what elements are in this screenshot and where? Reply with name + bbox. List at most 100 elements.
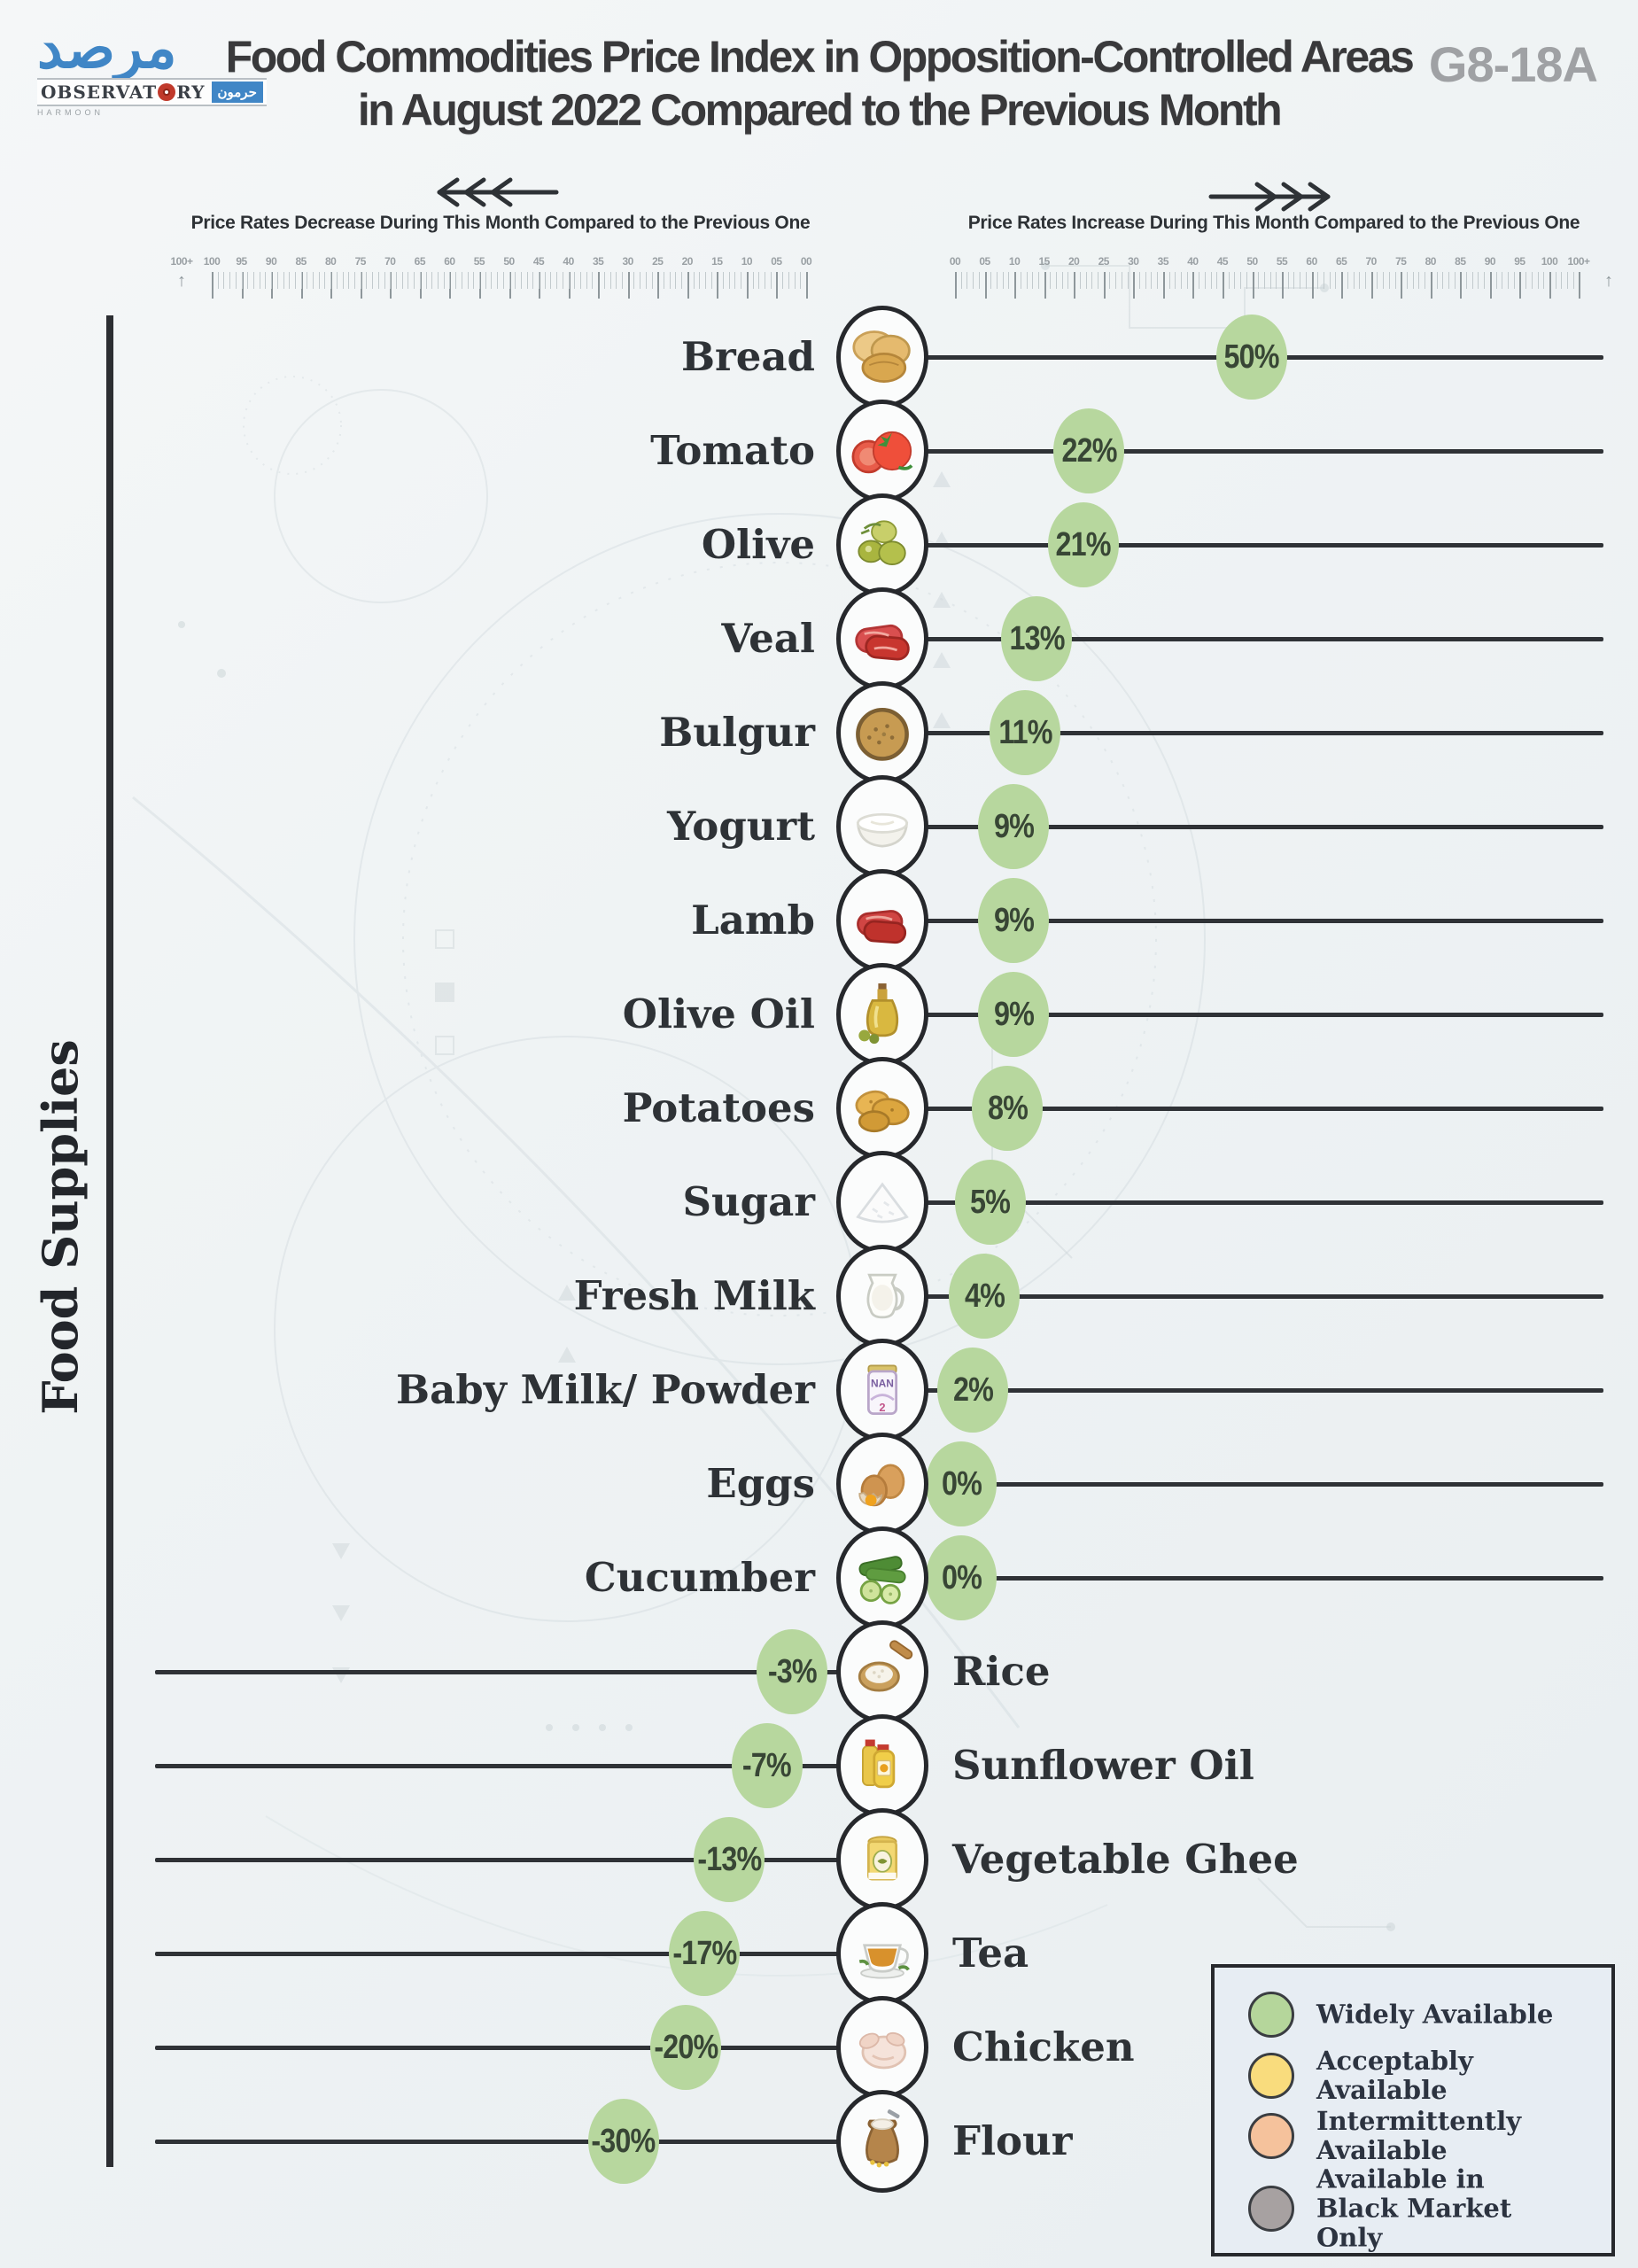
ruler-minor-tick xyxy=(354,272,356,289)
ruler-minor-tick xyxy=(1175,272,1176,289)
ruler-minor-tick xyxy=(348,272,350,289)
increase-axis-label: Price Rates Increase During This Month C… xyxy=(967,213,1580,233)
ruler-minor-tick xyxy=(1567,272,1569,289)
page-title-line1: Food Commodities Price Index in Oppositi… xyxy=(225,32,1415,82)
legend-label: Acceptably Available xyxy=(1316,2046,1473,2105)
ruler-tick-label: 45 xyxy=(532,255,545,268)
legend-label: Widely Available xyxy=(1316,1999,1554,2030)
fresh-milk-icon xyxy=(836,1245,928,1348)
pct-value: 0% xyxy=(941,1464,982,1503)
ruler-minor-tick xyxy=(289,272,291,289)
ruler-minor-tick xyxy=(1008,272,1010,289)
bread-icon xyxy=(836,306,928,408)
ruler-tick-label: 80 xyxy=(325,255,337,268)
y-axis-line xyxy=(106,315,113,2167)
ruler-minor-tick xyxy=(235,272,237,289)
connector-line xyxy=(923,1293,1603,1299)
widely-available-swatch xyxy=(1248,1992,1294,2038)
pct-badge: 9% xyxy=(978,784,1050,869)
pct-badge: 11% xyxy=(990,690,1061,775)
svg-text:NAN: NAN xyxy=(871,1377,894,1389)
ruler-minor-tick xyxy=(973,272,974,289)
connector-line xyxy=(155,1857,842,1862)
ruler-minor-tick xyxy=(294,272,296,289)
ruler-major-tick xyxy=(1252,272,1254,299)
ruler-major-tick xyxy=(687,272,689,299)
black-market-swatch xyxy=(1248,2186,1294,2232)
ruler-tick-label: 35 xyxy=(1157,255,1169,268)
commodity-label: Eggs xyxy=(706,1460,815,1507)
ruler-minor-tick xyxy=(485,272,486,289)
intermittently-available-swatch xyxy=(1248,2113,1294,2159)
commodity-label: Baby Milk/ Powder xyxy=(396,1366,815,1413)
pct-value: 22% xyxy=(1061,431,1117,470)
ruler-minor-tick xyxy=(1204,272,1206,289)
ruler-major-tick xyxy=(241,272,244,299)
ruler-minor-tick xyxy=(710,272,712,289)
ruler-major-tick xyxy=(1311,272,1314,299)
ruler-minor-tick xyxy=(313,272,314,289)
ruler-minor-tick xyxy=(580,272,582,289)
ruler-major-tick xyxy=(1489,272,1492,299)
ruler-minor-tick xyxy=(675,272,677,289)
ruler-tick-label: 10 xyxy=(741,255,753,268)
ruler-minor-tick xyxy=(539,272,540,289)
ruler-minor-tick xyxy=(1531,272,1533,289)
connector-line xyxy=(923,542,1603,548)
commodity-label: Rice xyxy=(952,1648,1051,1695)
ruler-minor-tick xyxy=(247,272,249,289)
connector-line xyxy=(155,2139,842,2144)
ruler-tick-label: 90 xyxy=(1484,255,1496,268)
rice-icon xyxy=(836,1620,928,1723)
pct-value: 9% xyxy=(993,995,1035,1033)
pct-value: 8% xyxy=(987,1089,1029,1127)
ruler-minor-tick xyxy=(252,272,254,289)
ruler-minor-tick xyxy=(758,272,760,289)
ruler-tick-label: 70 xyxy=(384,255,396,268)
ruler-minor-tick xyxy=(1228,272,1230,289)
ruler-minor-tick xyxy=(1543,272,1545,289)
ruler-tick-label: 100 xyxy=(1541,255,1558,268)
ruler-minor-tick xyxy=(1234,272,1236,289)
ruler-minor-tick xyxy=(1353,272,1355,289)
ruler-minor-tick xyxy=(1067,272,1069,289)
ruler-major-tick xyxy=(1519,272,1522,299)
pct-value: -3% xyxy=(767,1652,817,1690)
ruler-minor-tick xyxy=(425,272,427,289)
ruler-minor-tick xyxy=(1329,272,1331,289)
connector-line xyxy=(923,1481,1603,1487)
ruler-major-tick xyxy=(1282,272,1285,299)
ruler-minor-tick xyxy=(645,272,647,289)
commodity-label: Sunflower Oil xyxy=(952,1742,1254,1789)
ruler-major-tick xyxy=(300,272,303,299)
ruler-minor-tick xyxy=(568,272,570,289)
commodity-label: Bread xyxy=(681,333,815,380)
ruler-minor-tick xyxy=(1478,272,1479,289)
ruler-minor-tick xyxy=(508,272,510,289)
ruler-minor-tick xyxy=(336,272,338,289)
ruler-minor-tick xyxy=(390,272,392,289)
pct-badge: 8% xyxy=(972,1066,1044,1151)
ruler-minor-tick xyxy=(437,272,439,289)
ruler-major-tick xyxy=(984,272,987,299)
pct-badge: -3% xyxy=(756,1629,827,1714)
ruler-tick-label: 15 xyxy=(1038,255,1050,268)
ruler-tick-label: 55 xyxy=(1276,255,1288,268)
logo-observatory-left: OBSERVAT xyxy=(41,82,158,103)
commodity-label: Potatoes xyxy=(622,1084,815,1131)
ruler-minor-tick xyxy=(1572,272,1574,289)
ruler-minor-tick xyxy=(651,272,653,289)
ruler-minor-tick xyxy=(265,272,267,289)
ruler-major-tick xyxy=(1549,272,1551,299)
ruler-minor-tick xyxy=(497,272,499,289)
ruler-minor-tick xyxy=(1412,272,1414,289)
ruler-minor-tick xyxy=(300,272,302,289)
commodity-label: Chicken xyxy=(952,2023,1135,2070)
connector-line xyxy=(923,730,1603,735)
ruler-minor-tick xyxy=(520,272,522,289)
ruler-major-tick xyxy=(449,272,452,299)
ruler-minor-tick xyxy=(1258,272,1260,289)
ruler-tick-label: 55 xyxy=(473,255,485,268)
page-title-line2: in August 2022 Compared to the Previous … xyxy=(357,85,1283,135)
ruler-major-tick xyxy=(1460,272,1463,299)
